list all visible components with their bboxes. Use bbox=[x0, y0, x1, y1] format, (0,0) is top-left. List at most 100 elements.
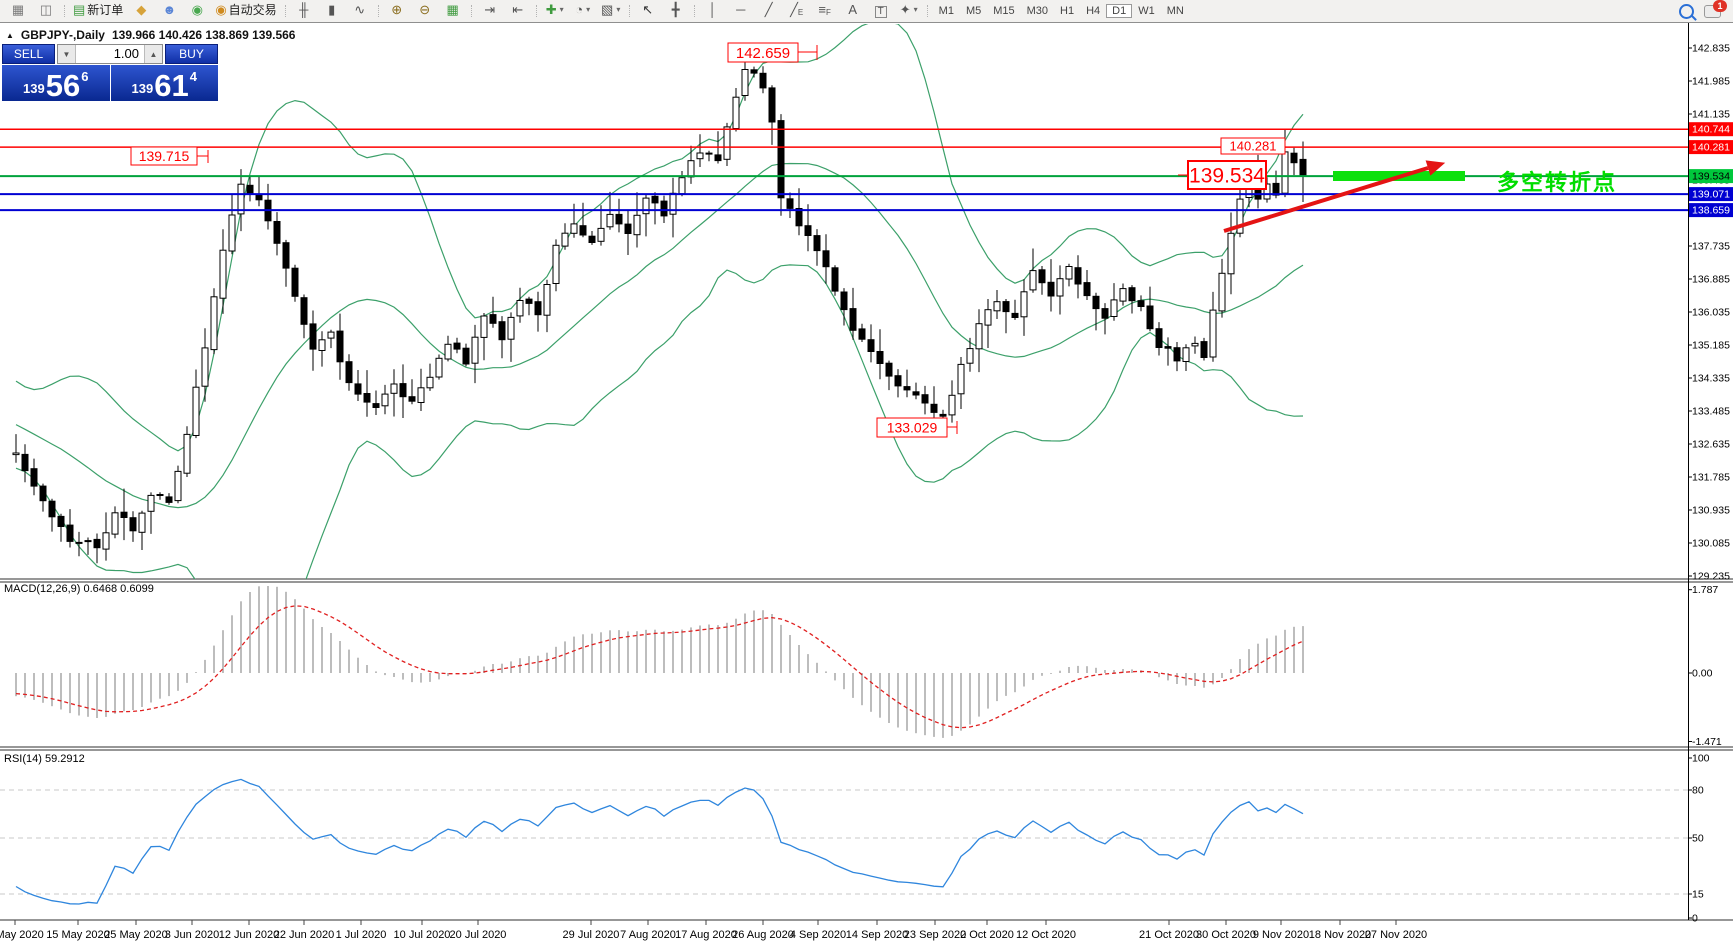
notification-badge: 1 bbox=[1713, 0, 1727, 12]
signals-icon[interactable]: ◉ bbox=[191, 2, 203, 18]
notifications-icon[interactable]: 1 bbox=[1704, 0, 1727, 18]
timeframe-m5-button[interactable]: M5 bbox=[965, 5, 982, 17]
bar-chart-icon[interactable]: ╫ bbox=[299, 2, 309, 18]
mql5-market-icon[interactable]: ◆ bbox=[136, 2, 147, 18]
timeframe-m1-button[interactable]: M1 bbox=[938, 5, 954, 17]
sell-price-pips: 56 bbox=[45, 68, 81, 103]
toolbar-separator bbox=[535, 5, 537, 18]
svg-text:141.135: 141.135 bbox=[1692, 109, 1730, 121]
toolbar-icons: ▦ ◫ ▤ 新订单 ◆ ☻ ◉ ◉ 自动交易 ╫ ▮ ∿ ⊕ ⊖ ▦ ⇥ ⇤ ✚ ▾ ◔ ▾ ▧ ▾ ↖ ╋ │ ─ ╱ ╱ E ≡ F A T ✦… bbox=[4, 0, 932, 22]
symbol-period-label: GBPJPY-,Daily bbox=[20, 28, 105, 42]
svg-text:140.744: 140.744 bbox=[1692, 124, 1730, 136]
macd-axis[interactable]: 1.787 0.00 -1.471 bbox=[1688, 584, 1722, 748]
text-label-icon[interactable]: T bbox=[867, 2, 895, 22]
red-trend-arrow[interactable] bbox=[1223, 160, 1446, 233]
volume-input[interactable]: 1.00 bbox=[113, 46, 139, 61]
autotrading-button[interactable]: ◉ 自动交易 bbox=[215, 2, 277, 18]
templates-icon[interactable]: ▧ ▾ bbox=[601, 2, 621, 18]
buy-price-pips: 61 bbox=[154, 68, 189, 103]
arrows-icon[interactable]: ✦ ▾ bbox=[899, 2, 918, 18]
timeframe-toolbar: M1 M5 M15 M30 H1 H4 D1 W1 MN bbox=[933, 4, 1190, 18]
auto-scroll-icon[interactable]: ⇥ bbox=[484, 2, 496, 18]
sell-price-figure: 139 bbox=[23, 81, 45, 96]
macd-histogram bbox=[15, 586, 1304, 738]
timeframe-mn-button[interactable]: MN bbox=[1166, 5, 1184, 17]
tile-windows-icon[interactable]: ▦ bbox=[446, 2, 459, 18]
indicators-icon[interactable]: ✚ ▾ bbox=[545, 2, 564, 18]
chart-shift-icon[interactable]: ⇤ bbox=[512, 2, 524, 18]
svg-text:141.985: 141.985 bbox=[1692, 76, 1730, 88]
search-icon[interactable] bbox=[1679, 3, 1694, 19]
periods-icon[interactable]: ◔ ▾ bbox=[575, 2, 591, 18]
sell-price-display[interactable]: 139 56 6 bbox=[2, 65, 110, 101]
cursor-icon[interactable]: ↖ bbox=[642, 2, 654, 18]
channel-icon[interactable]: ╱ E bbox=[790, 2, 804, 18]
svg-text:15 May 2020: 15 May 2020 bbox=[46, 929, 110, 941]
svg-text:140.281: 140.281 bbox=[1692, 142, 1730, 154]
buy-price-figure: 139 bbox=[131, 81, 154, 96]
sell-button[interactable]: SELL bbox=[2, 44, 55, 64]
toolbar-separator bbox=[64, 5, 65, 18]
new-order-button[interactable]: ▤ 新订单 bbox=[73, 2, 124, 18]
bollinger-upper-line bbox=[15, 24, 1304, 452]
vertical-line-icon[interactable]: │ bbox=[708, 2, 717, 18]
toolbar-right: 1 bbox=[1679, 0, 1729, 19]
timeframe-d1-button[interactable]: D1 bbox=[1106, 4, 1133, 18]
horizontal-line-icon[interactable]: ─ bbox=[736, 2, 746, 18]
zoom-out-icon[interactable]: ⊖ bbox=[419, 2, 431, 18]
crosshair-icon[interactable]: ╋ bbox=[671, 2, 680, 18]
timeframe-h4-button[interactable]: H4 bbox=[1086, 5, 1101, 17]
svg-text:134.335: 134.335 bbox=[1692, 373, 1730, 385]
data-window-icon[interactable]: ◫ bbox=[39, 2, 53, 18]
trendline-icon[interactable]: ╱ bbox=[764, 2, 773, 18]
svg-text:1 Jul 2020: 1 Jul 2020 bbox=[336, 929, 387, 941]
price-label-139534: 139.534 bbox=[1178, 160, 1267, 190]
svg-text:15: 15 bbox=[1692, 889, 1704, 901]
cn-note-text[interactable]: 多空转折点 bbox=[1497, 170, 1617, 195]
community-icon[interactable]: ☻ bbox=[162, 2, 177, 18]
svg-text:136.885: 136.885 bbox=[1692, 274, 1730, 286]
svg-text:29 Jul 2020: 29 Jul 2020 bbox=[563, 929, 620, 941]
toolbar-separator bbox=[284, 5, 286, 18]
svg-text:3 Jun 2020: 3 Jun 2020 bbox=[165, 929, 219, 941]
bollinger-bands bbox=[15, 24, 1304, 579]
buy-price-display[interactable]: 139 61 4 bbox=[110, 65, 218, 103]
svg-text:0: 0 bbox=[1692, 913, 1698, 925]
one-click-trading-panel: SELL ▼ 1.00 ▲ BUY 139 56 6 139 61 4 bbox=[2, 44, 218, 101]
toolbar-separator bbox=[470, 5, 472, 18]
volume-decrease-button[interactable]: ▼ bbox=[58, 45, 76, 63]
rsi-line bbox=[15, 778, 1304, 905]
svg-text:-1.471: -1.471 bbox=[1692, 736, 1722, 748]
svg-text:9 Nov 2020: 9 Nov 2020 bbox=[1253, 929, 1309, 941]
timeframe-w1-button[interactable]: W1 bbox=[1138, 5, 1155, 17]
buy-button[interactable]: BUY bbox=[165, 44, 218, 64]
svg-text:50: 50 bbox=[1692, 833, 1704, 845]
candles-layer bbox=[12, 54, 1307, 564]
bollinger-middle-line bbox=[15, 162, 1304, 509]
price-axis-badges: 140.744 140.281 139.534 139.071 138.659 bbox=[1689, 122, 1733, 218]
timeframe-m30-button[interactable]: M30 bbox=[1026, 5, 1049, 17]
zoom-in-icon[interactable]: ⊕ bbox=[391, 2, 403, 18]
candlestick-chart-icon[interactable]: ▮ bbox=[328, 2, 336, 18]
rsi-level-lines bbox=[0, 789, 1688, 895]
rsi-axis[interactable]: 100 80 50 15 0 bbox=[1688, 753, 1710, 925]
svg-text:26 Aug 2020: 26 Aug 2020 bbox=[732, 929, 794, 941]
text-icon[interactable]: A bbox=[848, 2, 857, 18]
svg-text:10 Jul 2020: 10 Jul 2020 bbox=[394, 929, 451, 941]
line-chart-icon[interactable]: ∿ bbox=[354, 2, 366, 18]
svg-text:130.085: 130.085 bbox=[1692, 538, 1730, 550]
svg-text:133.029: 133.029 bbox=[887, 420, 938, 436]
timeframe-h1-button[interactable]: H1 bbox=[1060, 5, 1075, 17]
macd-signal-line bbox=[15, 605, 1304, 729]
svg-text:139.071: 139.071 bbox=[1692, 189, 1730, 201]
fibonacci-icon[interactable]: ≡ F bbox=[818, 2, 831, 18]
toolbar-separator bbox=[628, 5, 630, 18]
svg-text:139.534: 139.534 bbox=[1189, 165, 1265, 188]
market-watch-icon[interactable]: ▦ bbox=[11, 2, 25, 18]
pane-separators bbox=[0, 23, 1733, 921]
volume-increase-button[interactable]: ▲ bbox=[144, 45, 162, 63]
timeframe-m15-button[interactable]: M15 bbox=[993, 5, 1015, 17]
annotation-boxes[interactable]: 142.659 139.715 140.281 139.534 133.029 bbox=[130, 42, 1286, 438]
svg-text:12 Jun 2020: 12 Jun 2020 bbox=[219, 929, 280, 941]
